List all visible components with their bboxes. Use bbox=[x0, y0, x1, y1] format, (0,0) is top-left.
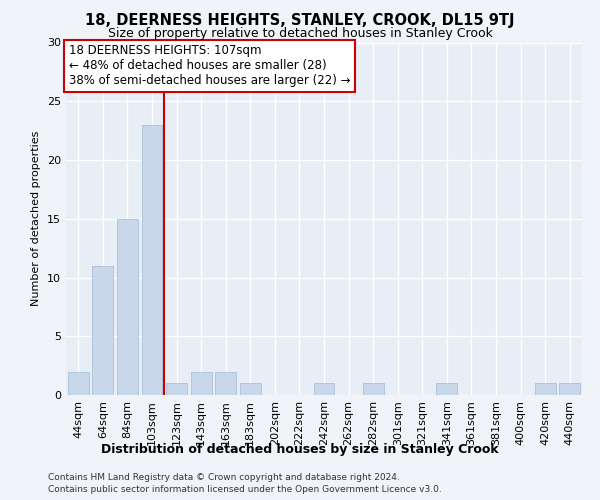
Text: 18, DEERNESS HEIGHTS, STANLEY, CROOK, DL15 9TJ: 18, DEERNESS HEIGHTS, STANLEY, CROOK, DL… bbox=[85, 12, 515, 28]
Bar bbox=[68, 372, 89, 395]
Text: Contains public sector information licensed under the Open Government Licence v3: Contains public sector information licen… bbox=[48, 485, 442, 494]
Text: Contains HM Land Registry data © Crown copyright and database right 2024.: Contains HM Land Registry data © Crown c… bbox=[48, 472, 400, 482]
Bar bbox=[559, 383, 580, 395]
Bar bbox=[166, 383, 187, 395]
Text: Distribution of detached houses by size in Stanley Crook: Distribution of detached houses by size … bbox=[101, 442, 499, 456]
Text: 18 DEERNESS HEIGHTS: 107sqm
← 48% of detached houses are smaller (28)
38% of sem: 18 DEERNESS HEIGHTS: 107sqm ← 48% of det… bbox=[68, 44, 350, 88]
Bar bbox=[117, 219, 138, 395]
Text: Size of property relative to detached houses in Stanley Crook: Size of property relative to detached ho… bbox=[107, 28, 493, 40]
Bar bbox=[215, 372, 236, 395]
Y-axis label: Number of detached properties: Number of detached properties bbox=[31, 131, 41, 306]
Bar bbox=[92, 266, 113, 395]
Bar bbox=[191, 372, 212, 395]
Bar bbox=[535, 383, 556, 395]
Bar bbox=[142, 124, 163, 395]
Bar bbox=[436, 383, 457, 395]
Bar bbox=[240, 383, 261, 395]
Bar bbox=[314, 383, 334, 395]
Bar bbox=[362, 383, 383, 395]
